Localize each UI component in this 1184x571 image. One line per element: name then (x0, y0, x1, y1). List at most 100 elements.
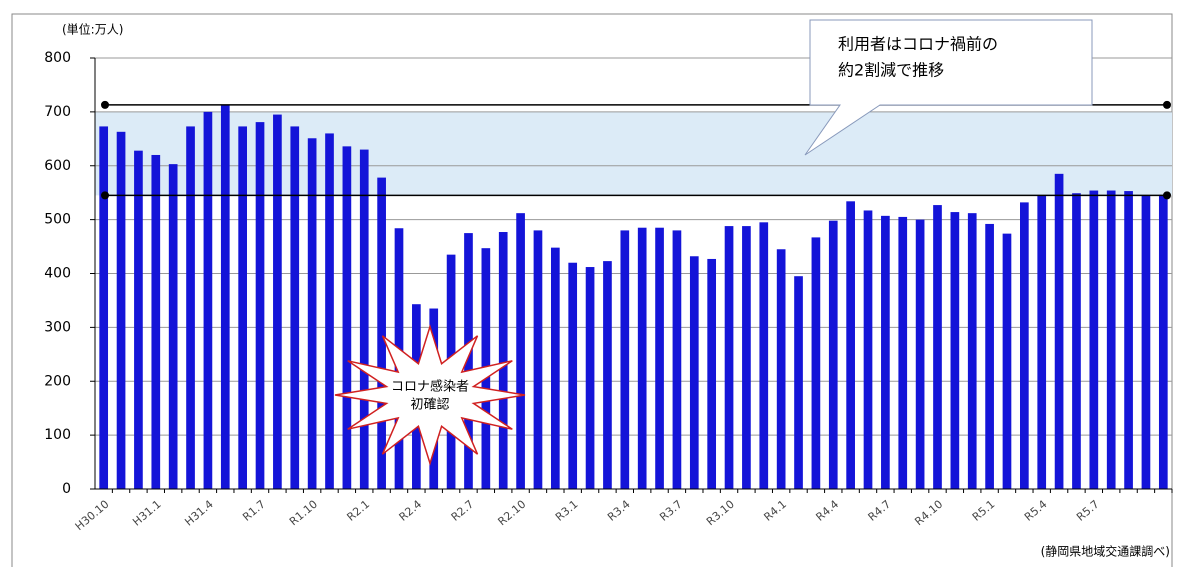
bar (794, 276, 803, 489)
x-tick-label: R3.1 (553, 498, 581, 524)
bar (1158, 194, 1168, 489)
bar (516, 213, 525, 489)
burst-text: 初確認 (410, 397, 449, 413)
bar (99, 126, 109, 489)
x-tick-label: R1.10 (287, 498, 320, 529)
bar (707, 258, 717, 489)
bar (1106, 190, 1116, 489)
burst (334, 324, 526, 466)
x-tick-label: R2.1 (344, 498, 372, 524)
bar (742, 226, 751, 489)
bar (342, 146, 352, 490)
y-tick-label: 700 (44, 104, 71, 120)
bar (933, 205, 942, 490)
burst-text: コロナ感染者 (391, 379, 469, 395)
bar (759, 222, 769, 489)
reference-dot (101, 191, 109, 200)
bar (967, 213, 977, 489)
y-tick-label: 400 (44, 266, 71, 282)
bar (307, 138, 317, 489)
bar (603, 261, 612, 489)
bar (220, 104, 230, 489)
x-tick-label: R4.7 (866, 498, 894, 524)
bar (359, 149, 369, 489)
bar (846, 201, 855, 489)
callout-box (804, 19, 1093, 156)
x-tick-label: H31.4 (182, 498, 215, 529)
bar (325, 133, 334, 490)
x-tick-label: R5.1 (970, 498, 998, 524)
bar (1089, 190, 1099, 489)
x-tick-label: R3.7 (657, 498, 685, 524)
bar (915, 219, 925, 489)
bar (1020, 202, 1029, 489)
bar (985, 223, 994, 489)
bar (655, 227, 664, 490)
bar (168, 164, 178, 490)
bar (620, 230, 630, 489)
bar (1124, 191, 1133, 490)
bar (1141, 195, 1151, 489)
bar (776, 249, 786, 489)
bar (898, 216, 908, 489)
bar (464, 233, 473, 489)
bar (550, 247, 560, 489)
reference-dot (101, 100, 109, 109)
x-tick-label: R3.10 (704, 498, 737, 529)
bar (1072, 193, 1081, 489)
bar (1002, 233, 1012, 489)
y-tick-label: 600 (44, 158, 71, 174)
x-tick-label: R4.1 (761, 498, 789, 524)
reference-dot (1163, 100, 1171, 109)
x-tick-label: H30.10 (73, 498, 112, 534)
bar (377, 177, 386, 490)
source: (静岡県地域交通課調べ) (1041, 544, 1170, 559)
x-tick-label: R5.4 (1022, 498, 1050, 524)
bar (881, 215, 890, 489)
bar (255, 122, 265, 489)
bar (689, 256, 699, 489)
bar (186, 126, 195, 489)
frame (11, 13, 1173, 571)
y-tick-label: 200 (44, 373, 71, 389)
bar (863, 210, 873, 489)
y-tick-label: 100 (44, 427, 71, 443)
bar (811, 237, 821, 489)
bar (637, 227, 647, 490)
x-tick-label: R1.7 (240, 498, 268, 524)
bar (585, 267, 595, 489)
bar (273, 114, 282, 489)
y-tick-label: 500 (44, 212, 71, 228)
y-tick-label: 800 (44, 50, 71, 66)
callout-text: 約2割減で推移 (838, 61, 944, 80)
bar (498, 232, 508, 490)
bar (724, 226, 734, 489)
y-tick-label: 0 (62, 481, 71, 497)
reference-dot (1163, 191, 1171, 200)
x-tick-label: R2.10 (495, 498, 528, 529)
bar (1054, 173, 1064, 490)
bar (238, 126, 247, 489)
x-tick-label: R4.10 (912, 498, 945, 529)
x-tick-label: R3.4 (605, 498, 633, 524)
bar (1037, 195, 1047, 489)
unit-label: (単位:万人) (62, 22, 123, 37)
bar (672, 230, 682, 489)
x-tick-label: R5.7 (1074, 498, 1102, 524)
bar (116, 131, 126, 489)
callout-text: 利用者はコロナ禍前の (838, 35, 998, 54)
bar (151, 154, 161, 489)
bar (568, 262, 578, 489)
x-tick-label: H31.1 (130, 498, 163, 529)
x-tick-label: R2.4 (397, 498, 425, 524)
bar (533, 230, 543, 489)
x-tick-label: R4.4 (814, 498, 842, 524)
bar (290, 126, 300, 489)
bar (203, 111, 213, 489)
y-tick-label: 300 (44, 319, 71, 335)
x-tick-label: R2.7 (449, 498, 477, 524)
bar (950, 212, 960, 489)
bar (134, 150, 143, 490)
bar (828, 220, 838, 489)
